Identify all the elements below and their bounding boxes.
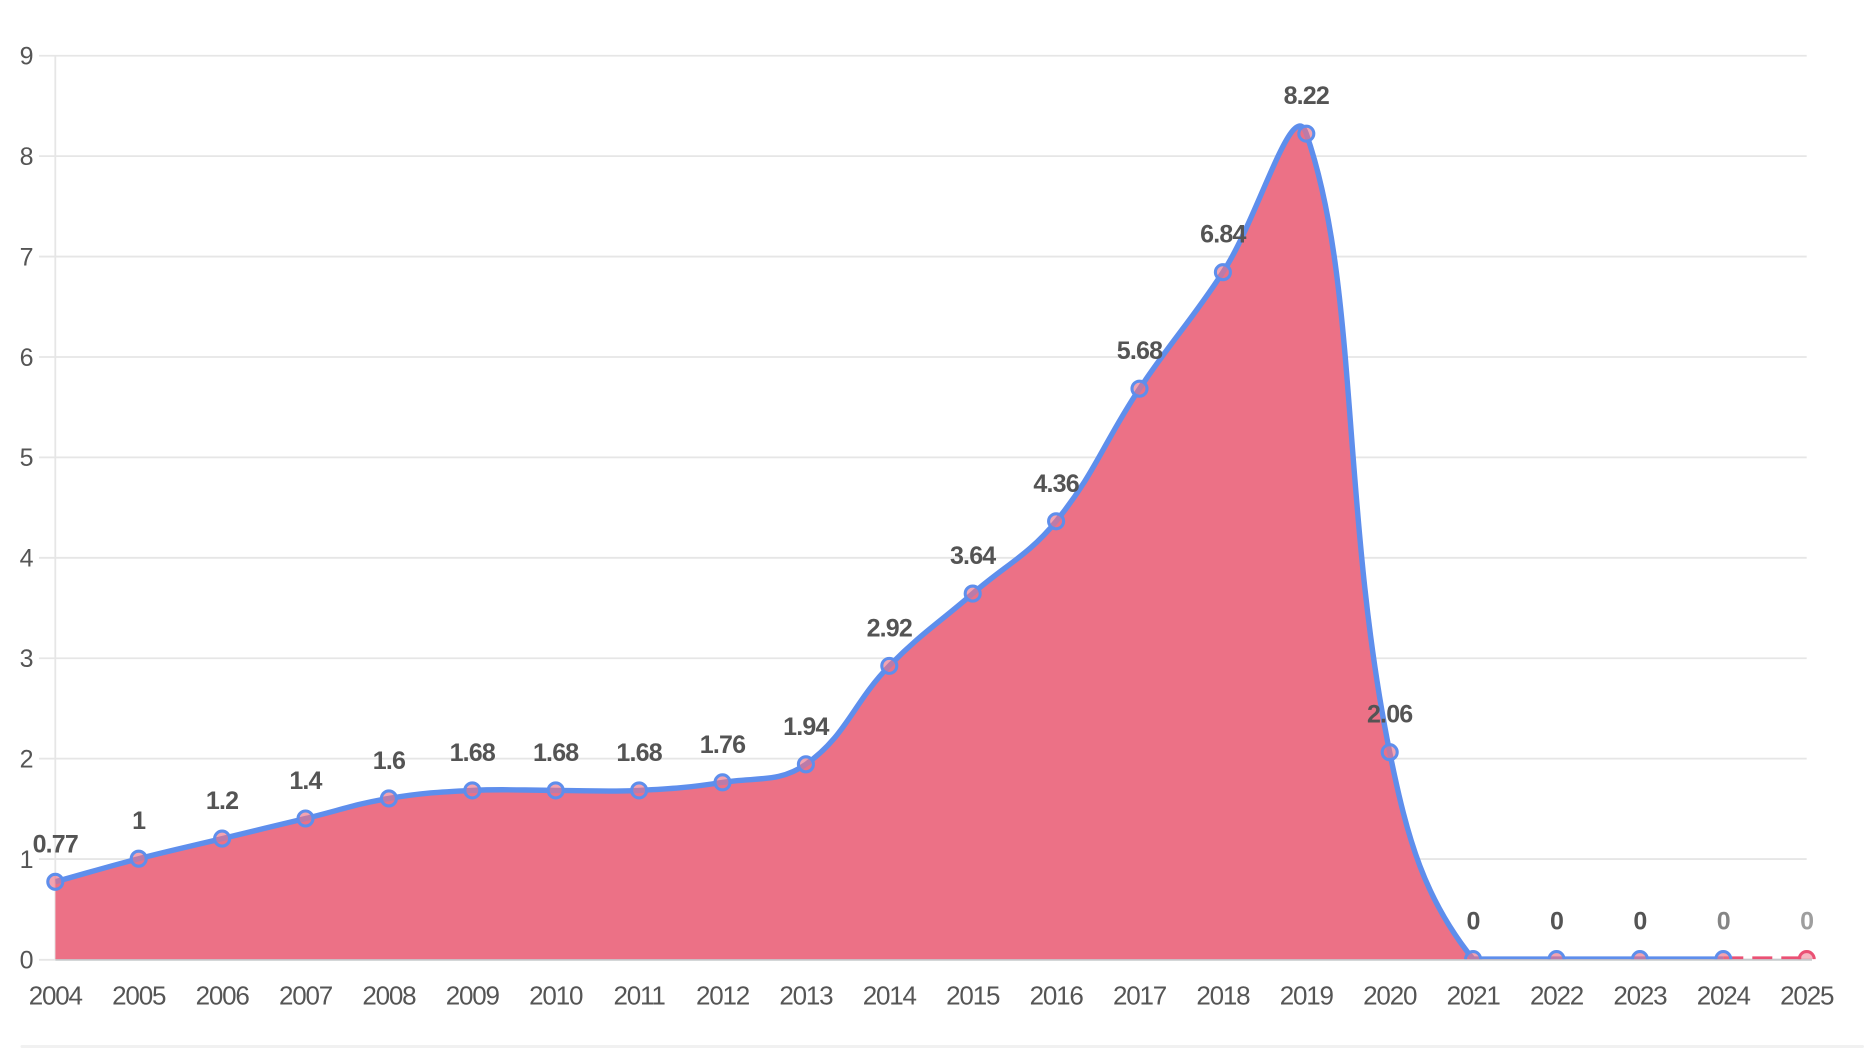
- svg-text:2015: 2015: [946, 981, 1000, 1011]
- svg-text:0: 0: [20, 947, 34, 975]
- svg-text:7: 7: [20, 243, 34, 271]
- svg-text:2019: 2019: [1280, 981, 1334, 1011]
- svg-text:1.2: 1.2: [206, 787, 238, 815]
- svg-text:2009: 2009: [446, 981, 500, 1011]
- svg-text:3.64: 3.64: [950, 542, 996, 570]
- svg-text:2017: 2017: [1113, 981, 1167, 1011]
- svg-text:5: 5: [20, 444, 34, 472]
- svg-text:8.22: 8.22: [1284, 82, 1329, 110]
- svg-text:2023: 2023: [1613, 981, 1667, 1011]
- svg-text:2021: 2021: [1447, 981, 1501, 1011]
- svg-text:2020: 2020: [1363, 981, 1417, 1011]
- svg-text:0: 0: [1633, 908, 1646, 936]
- svg-text:6: 6: [20, 344, 34, 372]
- svg-text:2007: 2007: [279, 981, 333, 1011]
- svg-text:2014: 2014: [863, 981, 917, 1011]
- svg-text:2016: 2016: [1030, 981, 1084, 1011]
- svg-text:2022: 2022: [1530, 981, 1584, 1011]
- svg-text:1.68: 1.68: [533, 739, 579, 767]
- svg-text:2.06: 2.06: [1367, 701, 1412, 729]
- svg-text:2.92: 2.92: [867, 614, 912, 642]
- svg-text:2010: 2010: [529, 981, 583, 1011]
- svg-text:2: 2: [20, 745, 34, 773]
- svg-text:1: 1: [20, 846, 34, 874]
- svg-text:2004: 2004: [29, 981, 83, 1011]
- svg-text:0: 0: [1550, 908, 1563, 936]
- svg-text:1.94: 1.94: [783, 713, 829, 741]
- svg-text:8: 8: [20, 143, 34, 171]
- svg-text:1.76: 1.76: [700, 731, 745, 759]
- svg-text:9: 9: [20, 43, 34, 71]
- svg-text:2005: 2005: [112, 981, 166, 1011]
- svg-text:2006: 2006: [196, 981, 250, 1011]
- svg-text:3: 3: [20, 645, 34, 673]
- svg-text:1.68: 1.68: [616, 739, 662, 767]
- svg-text:2011: 2011: [614, 981, 666, 1011]
- svg-text:2018: 2018: [1196, 981, 1250, 1011]
- svg-text:6.84: 6.84: [1200, 221, 1246, 249]
- svg-text:0.77: 0.77: [33, 830, 78, 858]
- svg-text:2024: 2024: [1697, 981, 1751, 1011]
- svg-text:0: 0: [1800, 908, 1813, 936]
- svg-text:5.68: 5.68: [1117, 337, 1163, 365]
- svg-text:4: 4: [20, 545, 34, 573]
- svg-text:2012: 2012: [696, 981, 750, 1011]
- svg-text:0: 0: [1467, 908, 1480, 936]
- svg-text:2008: 2008: [362, 981, 416, 1011]
- svg-text:1.4: 1.4: [289, 767, 322, 795]
- svg-text:2025: 2025: [1780, 981, 1834, 1011]
- svg-text:4.36: 4.36: [1033, 470, 1078, 498]
- svg-text:1.68: 1.68: [450, 739, 496, 767]
- svg-text:0: 0: [1717, 908, 1730, 936]
- svg-text:1: 1: [132, 807, 146, 835]
- svg-text:1.6: 1.6: [373, 747, 405, 775]
- svg-text:2013: 2013: [779, 981, 833, 1011]
